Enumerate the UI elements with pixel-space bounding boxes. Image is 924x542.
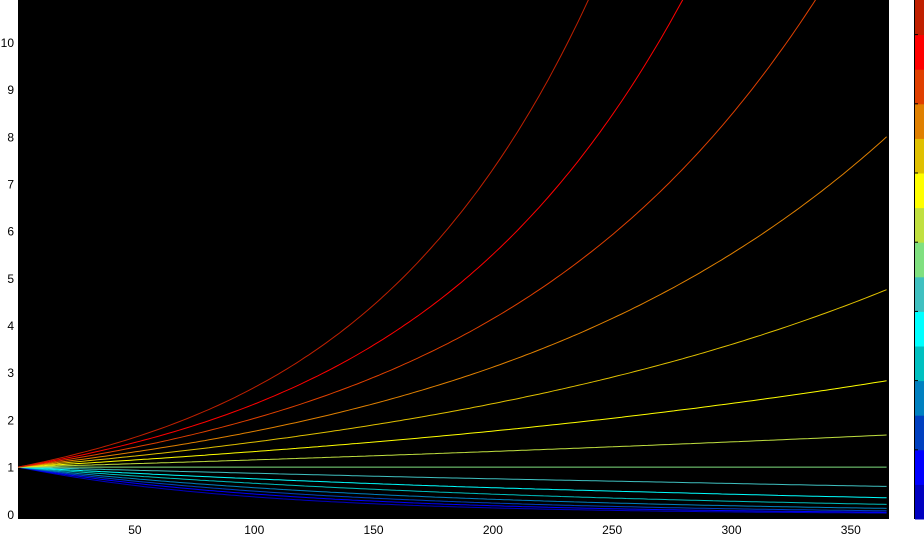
x-tick-label: 50 bbox=[128, 523, 142, 537]
colorbar-band-6 bbox=[915, 277, 924, 312]
colorbar-band-0 bbox=[915, 484, 924, 519]
y-tick-label: 9 bbox=[7, 83, 14, 97]
x-tick-label: 300 bbox=[721, 523, 741, 537]
y-tick-label: 4 bbox=[7, 319, 14, 333]
colorbar-band-9 bbox=[915, 173, 924, 208]
y-tick-label: 8 bbox=[7, 130, 14, 144]
colorbar-band-13 bbox=[915, 35, 924, 70]
x-tick-label: 100 bbox=[244, 523, 264, 537]
y-tick-label: 10 bbox=[1, 36, 15, 50]
colorbar-band-7 bbox=[915, 242, 924, 277]
colorbar-band-11 bbox=[915, 104, 924, 139]
y-tick-label: 6 bbox=[7, 225, 14, 239]
colorbar-band-2 bbox=[915, 415, 924, 450]
y-tick-label: 0 bbox=[7, 508, 14, 522]
colorbar-band-3 bbox=[915, 381, 924, 416]
x-tick-label: 200 bbox=[483, 523, 503, 537]
x-tick-label: 250 bbox=[602, 523, 622, 537]
x-tick-label: 350 bbox=[841, 523, 861, 537]
colorbar-band-5 bbox=[915, 311, 924, 346]
colorbar bbox=[915, 0, 924, 520]
y-tick-label: 2 bbox=[7, 413, 14, 427]
y-tick-label: 3 bbox=[7, 366, 14, 380]
colorbar-band-8 bbox=[915, 208, 924, 243]
x-tick-label: 150 bbox=[364, 523, 384, 537]
colorbar-band-1 bbox=[915, 450, 924, 485]
colorbar-band-10 bbox=[915, 138, 924, 173]
y-tick-label: 5 bbox=[7, 272, 14, 286]
y-tick-label: 1 bbox=[7, 461, 14, 475]
y-tick-label: 7 bbox=[7, 178, 14, 192]
colorbar-band-14 bbox=[915, 0, 924, 35]
colorbar-band-12 bbox=[915, 69, 924, 104]
x-axis: 50 100 150 200 250 300 350 bbox=[128, 523, 861, 537]
y-axis: 0 1 2 3 4 5 6 7 8 9 10 bbox=[1, 36, 15, 522]
colorbar-band-4 bbox=[915, 346, 924, 381]
